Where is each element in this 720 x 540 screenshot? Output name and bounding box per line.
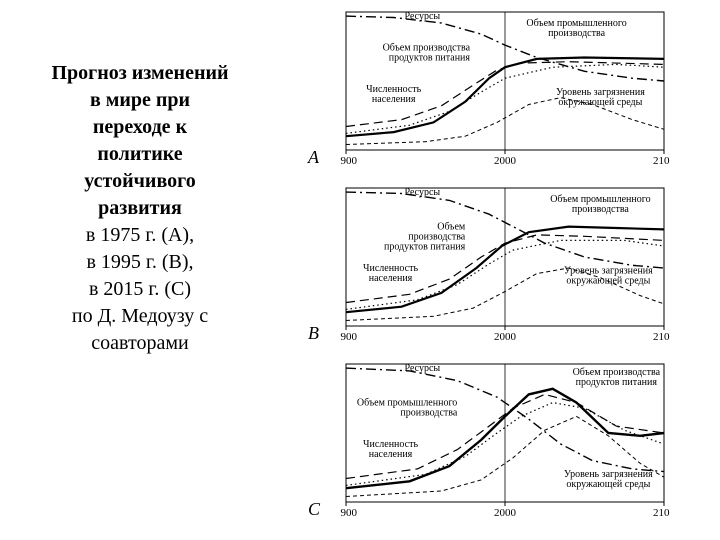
x-tick-label: 1900 [340, 507, 358, 519]
chart-panel-A: A190020002100РесурсыОбъем промышленногоп… [270, 8, 710, 180]
subtitle-line: в 1975 г. (А), [20, 222, 260, 249]
curve-label-pollution: Уровень загрязненияокружающей среды [564, 266, 653, 287]
x-tick-label: 1900 [340, 155, 358, 167]
x-tick-label: 2000 [494, 331, 517, 343]
subtitle-line: по Д. Медоузу с [20, 303, 260, 330]
panel-letter: B [308, 323, 319, 344]
x-tick-label: 2100 [653, 507, 670, 519]
chart-panel-C: C 1900 2000 2100 Ресурсы Объем производствапр… [270, 360, 710, 532]
title-line: развития [20, 195, 260, 222]
curve-label-food: Объем производствапродуктов питания [573, 367, 661, 388]
subtitle-line: в 1995 г. (В), [20, 249, 260, 276]
caption-block: Прогноз изменений в мире при переходе к … [0, 0, 270, 540]
curve-label-pollution: Уровень загрязненияокружающей среды [564, 469, 653, 490]
chart-panel-B: B190020002100РесурсыОбъем промышленногоп… [270, 184, 710, 356]
subtitle-line: в 2015 г. (С) [20, 276, 260, 303]
x-tick-label: 2100 [653, 331, 670, 343]
chart-svg: 1900 2000 2100 Ресурсы Объем производствапро… [340, 360, 670, 520]
curve-label-resources: Ресурсы [405, 11, 441, 22]
page: Прогноз изменений в мире при переходе к … [0, 0, 720, 540]
x-tick-label: 2000 [494, 507, 517, 519]
curve-label-population: Численностьнаселения [363, 439, 418, 460]
title-line: в мире при [20, 87, 260, 114]
curve-label-resources: Ресурсы [405, 363, 441, 374]
curve-label-pollution: Уровень загрязненияокружающей среды [556, 87, 645, 108]
curve-label-food: Объем производствапродуктов питания [383, 43, 471, 64]
chart-svg: 190020002100РесурсыОбъем промышленногопр… [340, 184, 670, 344]
x-tick-label: 2100 [653, 155, 670, 167]
x-tick-label: 2000 [494, 155, 517, 167]
panel-letter: C [308, 499, 320, 520]
charts-column: A190020002100РесурсыОбъем промышленногоп… [270, 0, 720, 540]
title-line: переходе к [20, 114, 260, 141]
title-line: Прогноз изменений [20, 60, 260, 87]
title-line: политике [20, 141, 260, 168]
panel-letter: A [308, 147, 319, 168]
subtitle-line: соавторами [20, 330, 260, 357]
chart-svg: 190020002100РесурсыОбъем промышленногопр… [340, 8, 670, 168]
curve-label-resources: Ресурсы [405, 187, 441, 198]
curve-label-population: Численностьнаселения [363, 263, 418, 284]
curve-label-population: Численностьнаселения [366, 84, 421, 105]
x-tick-label: 1900 [340, 331, 358, 343]
title-line: устойчивого [20, 168, 260, 195]
